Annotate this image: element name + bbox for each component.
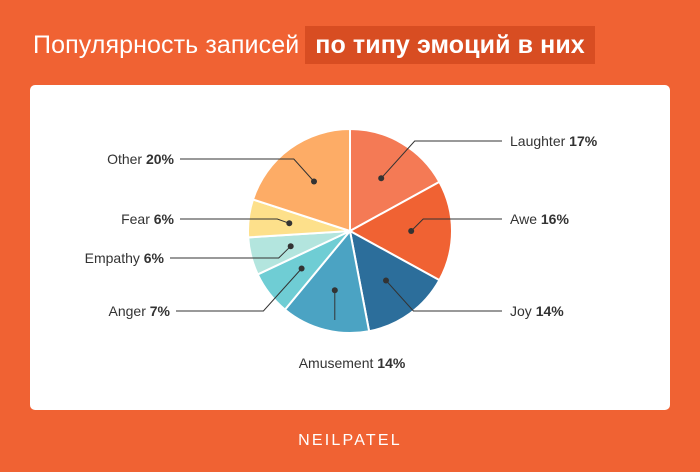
brand-logo: NEILPATEL [298, 432, 402, 449]
data-label-percent: 16% [541, 211, 570, 227]
data-label-name: Laughter [510, 133, 569, 149]
data-label-awe: Awe 16% [510, 211, 569, 227]
callout-dot-other [311, 178, 317, 185]
pie-slice-joy [348, 229, 441, 333]
data-label-joy: Joy 14% [510, 303, 564, 319]
data-label-laughter: Laughter 17% [510, 133, 598, 149]
data-label-percent: 17% [569, 133, 598, 149]
data-label-percent: 6% [154, 211, 175, 227]
data-label-empathy: Empathy 6% [85, 250, 165, 266]
callout-line-empathy [170, 245, 292, 259]
callout-dot-fear [286, 220, 293, 227]
data-label-amusement: Amusement 14% [299, 355, 406, 371]
data-label-name: Joy [510, 303, 536, 319]
title-highlight-text: по типу эмоций в них [305, 26, 595, 64]
data-label-anger: Anger 7% [109, 303, 171, 319]
callout-line-anger [176, 268, 302, 312]
callout-dot-amusement [331, 287, 338, 294]
data-label-name: Empathy [85, 250, 144, 266]
data-label-percent: 7% [150, 303, 171, 319]
data-label-percent: 14% [377, 355, 406, 371]
callout-dot-empathy [287, 243, 294, 250]
callout-line-awe [410, 218, 502, 232]
data-label-name: Fear [121, 211, 154, 227]
callout-dot-laughter [378, 175, 385, 182]
data-label-fear: Fear 6% [121, 211, 174, 227]
data-label-percent: 14% [536, 303, 565, 319]
title: Популярность записей по типу эмоций в ни… [33, 26, 595, 64]
pie-slice-amusement [283, 228, 371, 334]
callout-line-fear [180, 218, 290, 224]
pie-slice-other [251, 127, 351, 233]
chart-card: Laughter 17% Awe 16% Joy 14% Amusement 14% A… [30, 85, 670, 410]
pie-slice-awe [347, 180, 453, 282]
data-label-name: Awe [510, 211, 541, 227]
callout-line-other [180, 158, 315, 182]
callout-line-laughter [380, 140, 502, 179]
data-label-percent: 6% [144, 250, 165, 266]
callout-dot-awe [408, 228, 415, 234]
pie-slice-laughter [349, 127, 441, 233]
title-normal-text: Популярность записей [33, 30, 300, 59]
data-label-percent: 20% [146, 151, 175, 167]
data-label-name: Anger [109, 303, 150, 319]
callout-line-joy [385, 280, 502, 312]
data-label-name: Other [107, 151, 146, 167]
callout-dot-anger [298, 265, 305, 272]
pie-chart: Laughter 17%Awe 16%Joy 14%Amusement 14%A… [85, 127, 598, 371]
callout-dot-joy [383, 277, 389, 284]
data-label-name: Amusement [299, 355, 378, 371]
data-label-other: Other 20% [107, 151, 174, 167]
